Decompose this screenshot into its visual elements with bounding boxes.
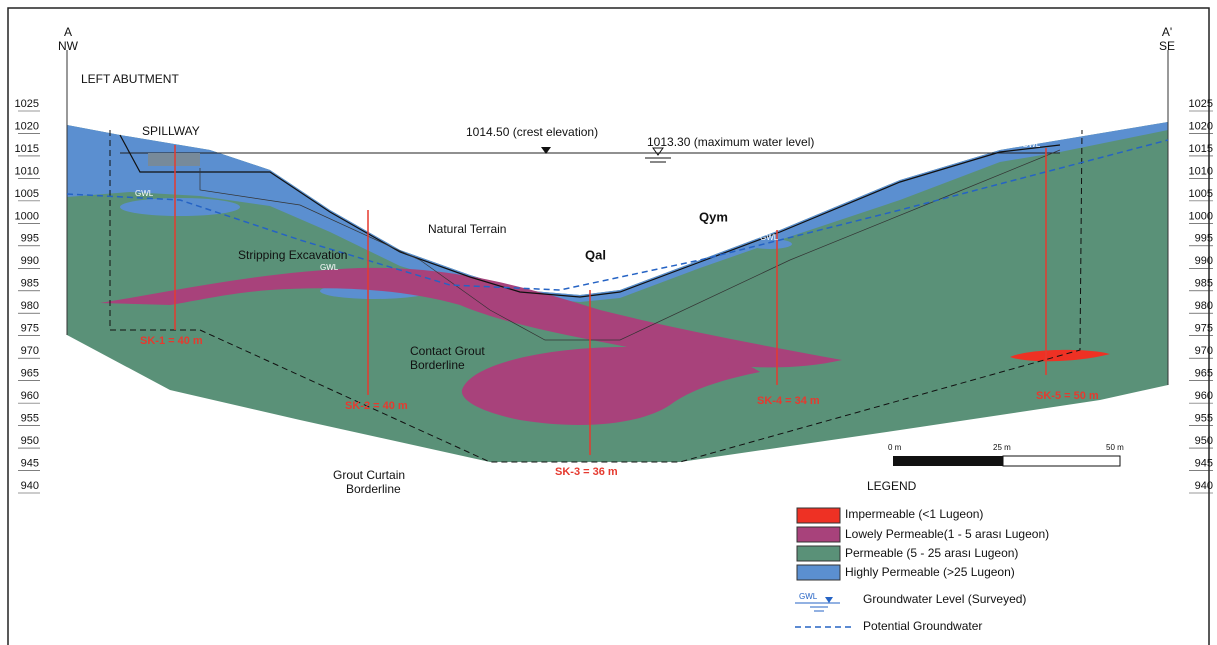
gwl-label: GWL — [320, 263, 339, 272]
point-label: A — [64, 25, 72, 39]
gwl-label: GWL — [760, 233, 779, 242]
elevation-label: 1005 — [1189, 188, 1213, 200]
elevation-label: 990 — [21, 255, 39, 267]
scale-label: 50 m — [1106, 443, 1124, 452]
legend-item: Potential Groundwater — [863, 619, 982, 633]
legend-swatch — [796, 564, 841, 581]
elevation-label: 975 — [1195, 323, 1213, 335]
direction-label: NW — [58, 39, 79, 53]
borehole-label: SK-2 = 40 m — [345, 400, 408, 412]
legend-swatch — [796, 507, 841, 524]
elevation-label: 985 — [21, 278, 39, 290]
terrain-label: Natural Terrain — [428, 222, 506, 236]
contact-grout-label: Contact Grout — [410, 344, 485, 358]
legend-swatch — [796, 545, 841, 562]
potential-gwl — [66, 139, 1169, 291]
water-lens — [748, 239, 792, 249]
legend-gwl-marker — [825, 597, 833, 603]
abutment-label: LEFT ABUTMENT — [81, 72, 179, 86]
legend-item: Impermeable (<1 Lugeon) — [845, 507, 983, 521]
elevation-label: 965 — [21, 368, 39, 380]
elevation-label: 945 — [21, 457, 39, 469]
elevation-label: 1000 — [1189, 210, 1213, 222]
direction-label: SE — [1159, 39, 1175, 53]
elevation-label: 990 — [1195, 255, 1213, 267]
spillway-label: SPILLWAY — [142, 124, 200, 138]
borehole-label: SK-5 = 50 m — [1036, 390, 1099, 402]
grout-curtain-label: Borderline — [346, 482, 401, 496]
elevation-label: 950 — [1195, 435, 1213, 447]
boreholes — [174, 145, 1047, 455]
elevation-label: 980 — [21, 300, 39, 312]
legend-item: Permeable (5 - 25 arası Lugeon) — [845, 546, 1018, 560]
elevation-label: 950 — [21, 435, 39, 447]
legend-item: Highly Permeable (>25 Lugeon) — [845, 565, 1015, 579]
legend-swatch — [796, 526, 841, 543]
elevation-label: 960 — [1195, 390, 1213, 402]
water-level-label: 1013.30 (maximum water level) — [647, 135, 814, 149]
grout-curtain-label: Grout Curtain — [333, 468, 405, 482]
grout-curtain-line — [109, 129, 1083, 463]
low-permeable-lens — [461, 346, 760, 425]
scale-label: 0 m — [888, 443, 902, 452]
elevation-label: 940 — [1195, 480, 1213, 492]
scale-bar — [893, 456, 1003, 466]
elevation-label: 970 — [1195, 345, 1213, 357]
legend-item: Groundwater Level (Surveyed) — [863, 592, 1026, 606]
spillway-structure — [148, 153, 200, 166]
elevation-label: 1025 — [1189, 98, 1213, 110]
scale-bar — [1002, 455, 1121, 467]
borehole-label: SK-4 = 34 m — [757, 395, 820, 407]
water-lens — [120, 198, 240, 216]
elevation-label: 1010 — [1189, 165, 1213, 177]
elevation-label: 1005 — [15, 188, 39, 200]
gwl-label: GWL — [1022, 140, 1041, 149]
elevation-label: 995 — [21, 233, 39, 245]
elevation-label: 1015 — [1189, 143, 1213, 155]
elevation-label: 980 — [1195, 300, 1213, 312]
elevation-label: 960 — [21, 390, 39, 402]
water-marker — [652, 147, 664, 156]
elevation-label: 1020 — [15, 120, 39, 132]
borehole-label: SK-3 = 36 m — [555, 466, 618, 478]
point-label: A' — [1162, 25, 1172, 39]
elevation-label: 940 — [21, 480, 39, 492]
elevation-label: 1020 — [1189, 120, 1213, 132]
gwl-label: GWL — [548, 281, 567, 290]
elevation-label: 985 — [1195, 278, 1213, 290]
unit-label: Qal — [585, 247, 606, 262]
elevation-label: 1025 — [15, 98, 39, 110]
natural-terrain-line — [119, 134, 1061, 298]
frame — [7, 7, 1210, 645]
elevation-label: 965 — [1195, 368, 1213, 380]
elevation-label: 955 — [1195, 412, 1213, 424]
low-permeable-zone — [100, 267, 842, 368]
crest-label: 1014.50 (crest elevation) — [466, 125, 598, 139]
elevation-label: 995 — [1195, 233, 1213, 245]
highly-permeable-zone — [67, 122, 1168, 302]
elevation-label: 1015 — [15, 143, 39, 155]
elevation-label: 1010 — [15, 165, 39, 177]
scale-label: 25 m — [993, 443, 1011, 452]
elevation-label: 955 — [21, 412, 39, 424]
elevation-label: 970 — [21, 345, 39, 357]
legend-item: Lowely Permeable(1 - 5 arası Lugeon) — [845, 527, 1049, 541]
borehole-label: SK-1 = 40 m — [140, 335, 203, 347]
stripping-label: Stripping Excavation — [238, 248, 347, 262]
unit-label: Qym — [699, 209, 728, 224]
elevation-label: 975 — [21, 323, 39, 335]
crest-marker — [541, 147, 551, 154]
legend-gwl-symbol: GWL — [799, 592, 818, 601]
gwl-label: GWL — [135, 189, 154, 198]
contact-grout-label: Borderline — [410, 358, 465, 372]
contact-grout-line — [199, 149, 1061, 341]
legend-title: LEGEND — [867, 479, 917, 493]
elevation-label: 1000 — [15, 210, 39, 222]
elevation-label: 945 — [1195, 457, 1213, 469]
